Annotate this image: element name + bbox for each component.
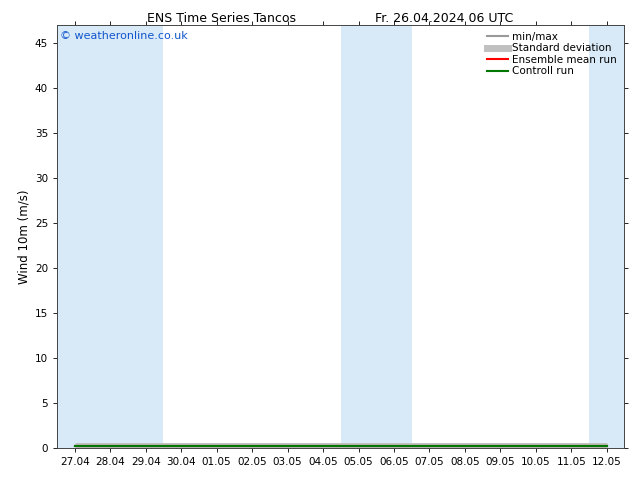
Bar (341, 24, 411, 448)
Y-axis label: Wind 10m (m/s): Wind 10m (m/s) (18, 189, 30, 284)
Text: © weatheronline.co.uk: © weatheronline.co.uk (60, 31, 188, 41)
Bar (589, 24, 624, 448)
Text: ENS Time Series Tancos: ENS Time Series Tancos (147, 12, 297, 25)
Text: Fr. 26.04.2024 06 UTC: Fr. 26.04.2024 06 UTC (375, 12, 513, 25)
Bar (57, 24, 164, 448)
Legend: min/max, Standard deviation, Ensemble mean run, Controll run: min/max, Standard deviation, Ensemble me… (486, 30, 619, 78)
